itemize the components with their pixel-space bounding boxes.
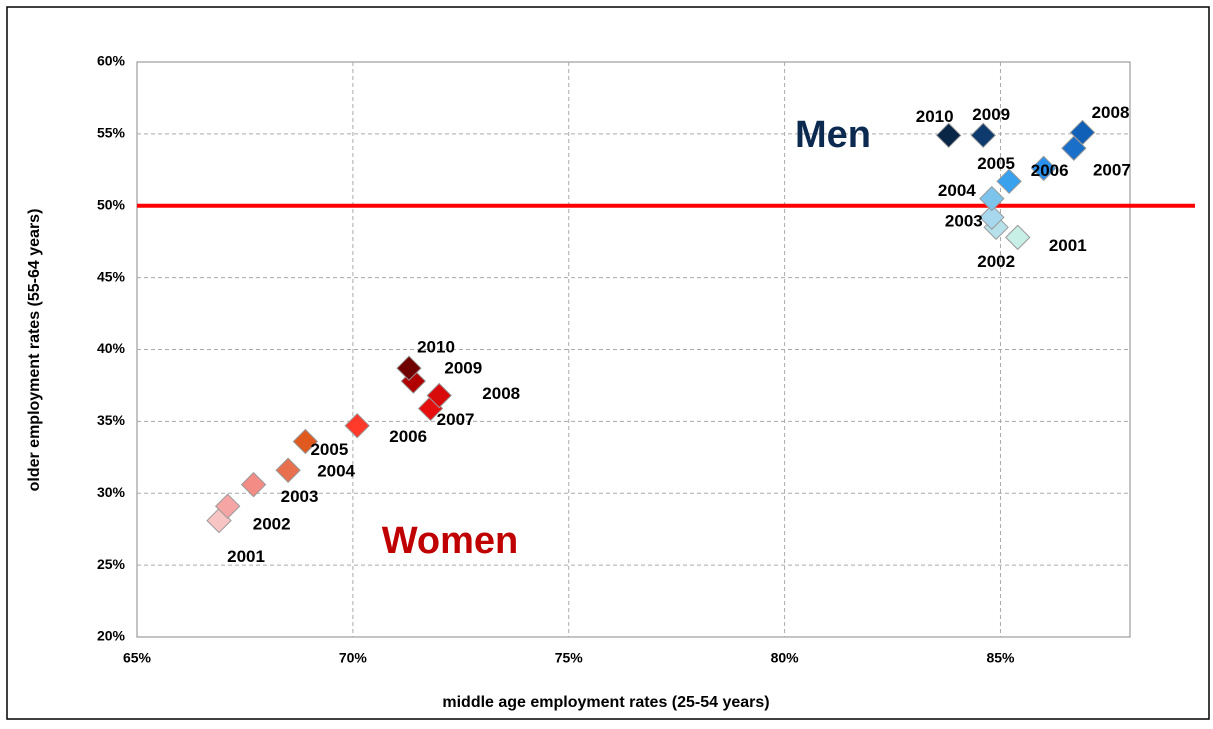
- point-label: 2006: [1031, 161, 1069, 180]
- point: [240, 471, 267, 498]
- point: [344, 412, 370, 439]
- point: [979, 204, 1005, 230]
- point: [1005, 224, 1031, 251]
- y-tick-label: 20%: [97, 628, 126, 644]
- point-label: 2003: [281, 487, 319, 506]
- point-label: 2001: [227, 547, 265, 566]
- point-label: 2002: [253, 515, 291, 534]
- series-label: Men: [795, 114, 871, 156]
- point-label: 2006: [389, 427, 427, 446]
- point: [426, 382, 452, 409]
- point: [396, 355, 422, 381]
- y-tick-label: 25%: [97, 556, 126, 572]
- series-label: Women: [382, 520, 519, 562]
- x-axis-title: middle age employment rates (25-54 years…: [442, 694, 769, 711]
- y-tick-label: 40%: [97, 340, 126, 356]
- point: [214, 493, 241, 519]
- point-label: 2010: [916, 107, 954, 126]
- point: [970, 122, 996, 149]
- x-tick-label: 70%: [339, 650, 368, 666]
- y-tick-label: 35%: [97, 412, 126, 428]
- point-label: 2009: [972, 105, 1010, 124]
- point: [979, 185, 1005, 212]
- frame: [6, 6, 1210, 720]
- x-tick-label: 75%: [555, 650, 584, 666]
- point-label: 2004: [317, 462, 355, 481]
- point-label: 2004: [938, 181, 976, 200]
- x-tick-label: 85%: [986, 650, 1015, 666]
- point-label: 2009: [444, 359, 482, 378]
- point: [275, 457, 301, 483]
- y-axis-title: older employment rates (55-64 years): [26, 209, 43, 492]
- point-label: 2010: [417, 338, 455, 357]
- point-label: 2008: [1092, 103, 1130, 122]
- point-label: 2002: [977, 252, 1015, 271]
- point: [292, 428, 319, 455]
- x-tick-label: 65%: [123, 650, 152, 666]
- point-label: 2005: [310, 440, 348, 459]
- point: [1030, 155, 1057, 182]
- point-label: 2007: [437, 410, 475, 429]
- point: [996, 168, 1022, 195]
- y-tick-label: 50%: [97, 196, 126, 212]
- y-tick-label: 45%: [97, 268, 126, 284]
- point-label: 2005: [977, 154, 1015, 173]
- y-tick-label: 30%: [97, 484, 126, 500]
- point-label: 2008: [482, 384, 520, 403]
- point: [935, 122, 962, 149]
- point-label: 2003: [945, 212, 983, 231]
- point-label: 2001: [1049, 236, 1087, 255]
- y-tick-label: 60%: [97, 53, 126, 69]
- x-tick-label: 80%: [771, 650, 800, 666]
- point-label: 2007: [1093, 161, 1131, 180]
- y-tick-label: 55%: [97, 125, 126, 141]
- point: [1069, 119, 1096, 146]
